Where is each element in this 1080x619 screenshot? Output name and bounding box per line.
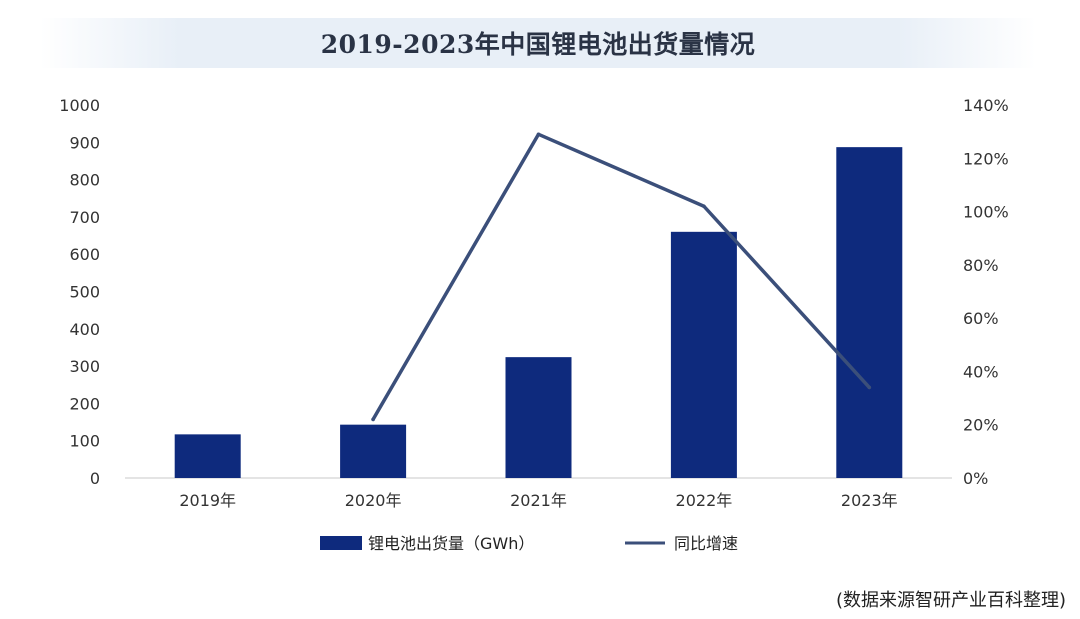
right-tick-label: 140% xyxy=(963,96,1009,115)
left-tick-label: 500 xyxy=(69,283,100,302)
bar xyxy=(670,231,737,478)
bar xyxy=(505,357,572,478)
right-tick-label: 40% xyxy=(963,362,999,381)
growth-point xyxy=(536,132,541,137)
legend-bar-swatch xyxy=(320,536,362,550)
left-tick-label: 100 xyxy=(69,432,100,451)
growth-point xyxy=(867,385,872,390)
legend-bar-label: 锂电池出货量（GWh） xyxy=(368,534,534,553)
category-label: 2023年 xyxy=(841,491,898,510)
left-tick-label: 800 xyxy=(69,171,100,190)
right-tick-label: 20% xyxy=(963,416,999,435)
bar xyxy=(174,434,241,478)
right-tick-label: 0% xyxy=(963,469,988,488)
left-tick-label: 600 xyxy=(69,245,100,264)
bar xyxy=(836,147,903,479)
category-label: 2022年 xyxy=(676,491,733,510)
right-tick-label: 80% xyxy=(963,256,999,275)
bar xyxy=(340,424,407,478)
left-tick-label: 700 xyxy=(69,208,100,227)
right-tick-label: 120% xyxy=(963,149,1009,168)
category-labels: 2019年 2020年 2021年 2022年 2023年 xyxy=(179,491,897,510)
left-tick-label: 1000 xyxy=(59,96,100,115)
source-note: (数据来源智研产业百科整理) xyxy=(835,590,1066,611)
category-label: 2020年 xyxy=(345,491,402,510)
bar-series xyxy=(174,147,903,479)
growth-line-series xyxy=(371,132,872,422)
legend: 锂电池出货量（GWh） 同比增速 xyxy=(320,534,738,553)
left-tick-label: 300 xyxy=(69,357,100,376)
growth-point xyxy=(371,417,375,422)
left-tick-label: 200 xyxy=(69,394,100,413)
left-tick-label: 0 xyxy=(90,469,100,488)
growth-point xyxy=(702,204,706,209)
right-axis: 0% 20% 40% 60% 80% 100% 120% 140% xyxy=(963,96,1009,488)
title-banner: 2019-2023年中国锂电池出货量情况 xyxy=(40,18,1036,68)
legend-line-label: 同比增速 xyxy=(674,534,738,553)
chart-title: 2019-2023年中国锂电池出货量情况 xyxy=(320,30,756,59)
right-tick-label: 100% xyxy=(963,203,1009,222)
left-tick-label: 400 xyxy=(69,320,100,339)
left-axis: 0 100 200 300 400 500 600 700 800 900 1000 xyxy=(59,96,100,488)
right-tick-label: 60% xyxy=(963,309,999,328)
category-label: 2019年 xyxy=(179,491,236,510)
left-tick-label: 900 xyxy=(69,133,100,152)
growth-line xyxy=(371,132,872,422)
category-label: 2021年 xyxy=(510,491,567,510)
